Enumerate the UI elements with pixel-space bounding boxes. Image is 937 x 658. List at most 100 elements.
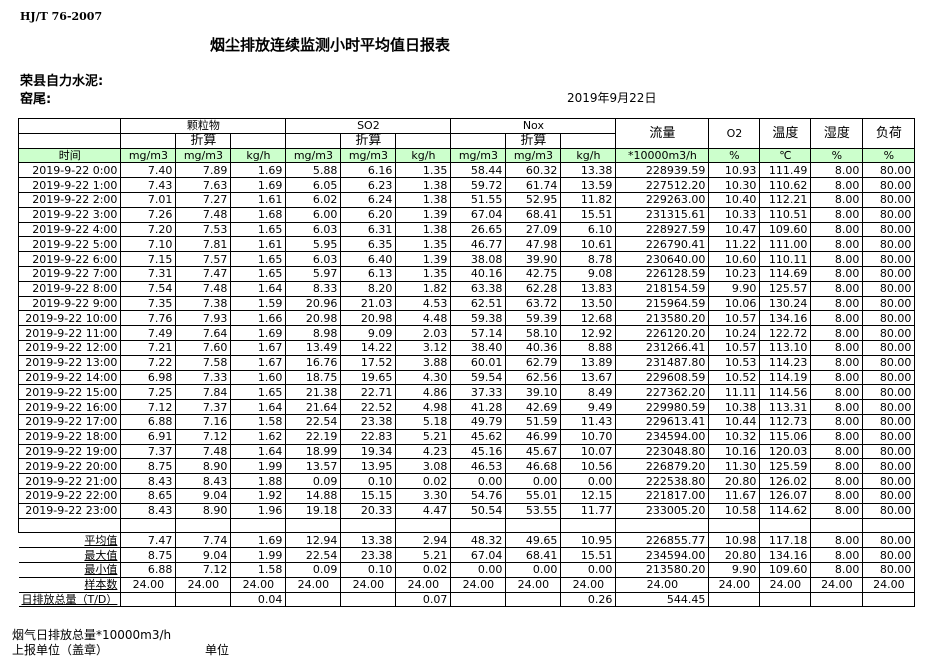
value-cell: 80.00 bbox=[862, 280, 916, 297]
value-cell: 7.57 bbox=[175, 251, 232, 267]
value-cell: 1.64 bbox=[230, 399, 287, 415]
value-cell: 1.39 bbox=[395, 206, 452, 223]
header-converted: 折算 bbox=[175, 132, 232, 149]
summary-row: 样本数 24.00 24.00 24.00 24.00 24.00 24.00 24.00 24… bbox=[18, 576, 916, 593]
summary-value: 12.94 bbox=[285, 532, 342, 549]
value-cell: 4.86 bbox=[395, 384, 452, 401]
summary-row: 最小值 6.88 7.12 1.58 0.09 0.10 0.02 0.00 0.00 0.00 2… bbox=[18, 561, 916, 578]
summary-value: 24.00 bbox=[708, 576, 761, 593]
value-cell: 0.10 bbox=[340, 473, 397, 489]
summary-value: 544.45 bbox=[615, 591, 710, 608]
unit-cell: mg/m3 bbox=[285, 147, 342, 164]
value-cell: 62.79 bbox=[505, 354, 562, 371]
value-cell: 109.60 bbox=[759, 221, 812, 238]
summary-value bbox=[175, 591, 232, 608]
value-cell: 80.00 bbox=[862, 325, 916, 341]
value-cell: 11.30 bbox=[708, 458, 761, 475]
value-cell: 9.90 bbox=[708, 280, 761, 297]
value-cell: 80.00 bbox=[862, 443, 916, 460]
unit-cell: *10000m3/h bbox=[615, 147, 710, 164]
value-cell: 7.49 bbox=[120, 325, 177, 341]
value-cell: 10.70 bbox=[560, 428, 617, 445]
summary-value: 23.38 bbox=[340, 547, 397, 563]
header-converted: 折算 bbox=[505, 132, 562, 149]
unit-label: 单位 bbox=[205, 643, 230, 657]
value-cell: 50.54 bbox=[450, 502, 507, 519]
time-cell: 2019-9-22 6:00 bbox=[17, 251, 122, 267]
value-cell: 11.22 bbox=[708, 236, 761, 253]
summary-value: 24.00 bbox=[450, 576, 507, 593]
time-cell: 2019-9-22 19:00 bbox=[17, 443, 122, 460]
value-cell: 114.56 bbox=[759, 384, 812, 401]
value-cell: 15.51 bbox=[560, 206, 617, 223]
blank-cell bbox=[708, 517, 761, 534]
value-cell: 226879.20 bbox=[615, 458, 710, 475]
value-cell: 80.00 bbox=[862, 177, 916, 193]
value-cell: 80.00 bbox=[862, 295, 916, 312]
time-cell: 2019-9-22 16:00 bbox=[17, 399, 122, 415]
header-row-2: 折算 折算 折算 bbox=[17, 132, 915, 149]
value-cell: 130.24 bbox=[759, 295, 812, 312]
value-cell: 40.16 bbox=[450, 265, 507, 282]
value-cell: 51.55 bbox=[450, 191, 507, 208]
value-cell: 231487.80 bbox=[615, 354, 710, 371]
summary-value: 24.00 bbox=[615, 576, 710, 593]
value-cell: 68.41 bbox=[505, 206, 562, 223]
value-cell: 10.07 bbox=[560, 443, 617, 460]
value-cell: 1.65 bbox=[230, 384, 287, 401]
value-cell: 7.26 bbox=[120, 206, 177, 223]
summary-value: 1.58 bbox=[230, 561, 287, 578]
value-cell: 231315.61 bbox=[615, 206, 710, 223]
value-cell: 8.00 bbox=[810, 473, 864, 489]
value-cell: 7.40 bbox=[120, 162, 177, 179]
value-cell: 226790.41 bbox=[615, 236, 710, 253]
value-cell: 7.15 bbox=[120, 251, 177, 267]
value-cell: 1.65 bbox=[230, 265, 287, 282]
value-cell: 46.77 bbox=[450, 236, 507, 253]
value-cell: 10.58 bbox=[708, 502, 761, 519]
value-cell: 61.74 bbox=[505, 177, 562, 193]
value-cell: 22.54 bbox=[285, 413, 342, 430]
value-cell: 39.10 bbox=[505, 384, 562, 401]
value-cell: 7.25 bbox=[120, 384, 177, 401]
value-cell: 10.06 bbox=[708, 295, 761, 312]
summary-value bbox=[120, 591, 177, 608]
value-cell: 1.99 bbox=[230, 458, 287, 475]
value-cell: 227362.20 bbox=[615, 384, 710, 401]
value-cell: 59.72 bbox=[450, 177, 507, 193]
summary-row: 最大值 8.75 9.04 1.99 22.54 23.38 5.21 67.04 68.41 1… bbox=[18, 547, 916, 563]
value-cell: 1.38 bbox=[395, 191, 452, 208]
value-cell: 10.33 bbox=[708, 206, 761, 223]
value-cell: 1.67 bbox=[230, 354, 287, 371]
summary-label: 最大值 bbox=[18, 547, 122, 563]
summary-value bbox=[810, 591, 864, 608]
value-cell: 1.65 bbox=[230, 251, 287, 267]
value-cell: 80.00 bbox=[862, 502, 916, 519]
value-cell: 110.51 bbox=[759, 206, 812, 223]
value-cell: 226120.20 bbox=[615, 325, 710, 341]
value-cell: 1.38 bbox=[395, 221, 452, 238]
summary-value: 8.00 bbox=[810, 547, 864, 563]
value-cell: 1.96 bbox=[230, 502, 287, 519]
summary-value: 15.51 bbox=[560, 547, 617, 563]
value-cell: 111.00 bbox=[759, 236, 812, 253]
value-cell: 10.52 bbox=[708, 369, 761, 386]
value-cell: 19.18 bbox=[285, 502, 342, 519]
summary-value: 8.00 bbox=[810, 561, 864, 578]
value-cell: 46.99 bbox=[505, 428, 562, 445]
value-cell: 8.00 bbox=[810, 295, 864, 312]
value-cell: 6.40 bbox=[340, 251, 397, 267]
value-cell: 80.00 bbox=[862, 339, 916, 356]
unit-cell: mg/m3 bbox=[450, 147, 507, 164]
value-cell: 21.38 bbox=[285, 384, 342, 401]
value-cell: 80.00 bbox=[862, 354, 916, 371]
header-blank bbox=[395, 132, 452, 149]
summary-value bbox=[285, 591, 342, 608]
value-cell: 45.16 bbox=[450, 443, 507, 460]
summary-value bbox=[340, 591, 397, 608]
value-cell: 20.96 bbox=[285, 295, 342, 312]
table-row: 2019-9-22 21:00 8.43 8.43 1.88 0.09 0.10 0.02 0… bbox=[17, 473, 916, 489]
summary-value: 0.04 bbox=[230, 591, 287, 608]
summary-value: 9.90 bbox=[708, 561, 761, 578]
table-row: 2019-9-22 11:00 7.49 7.64 1.69 8.98 9.09 2.03 5… bbox=[17, 325, 916, 341]
